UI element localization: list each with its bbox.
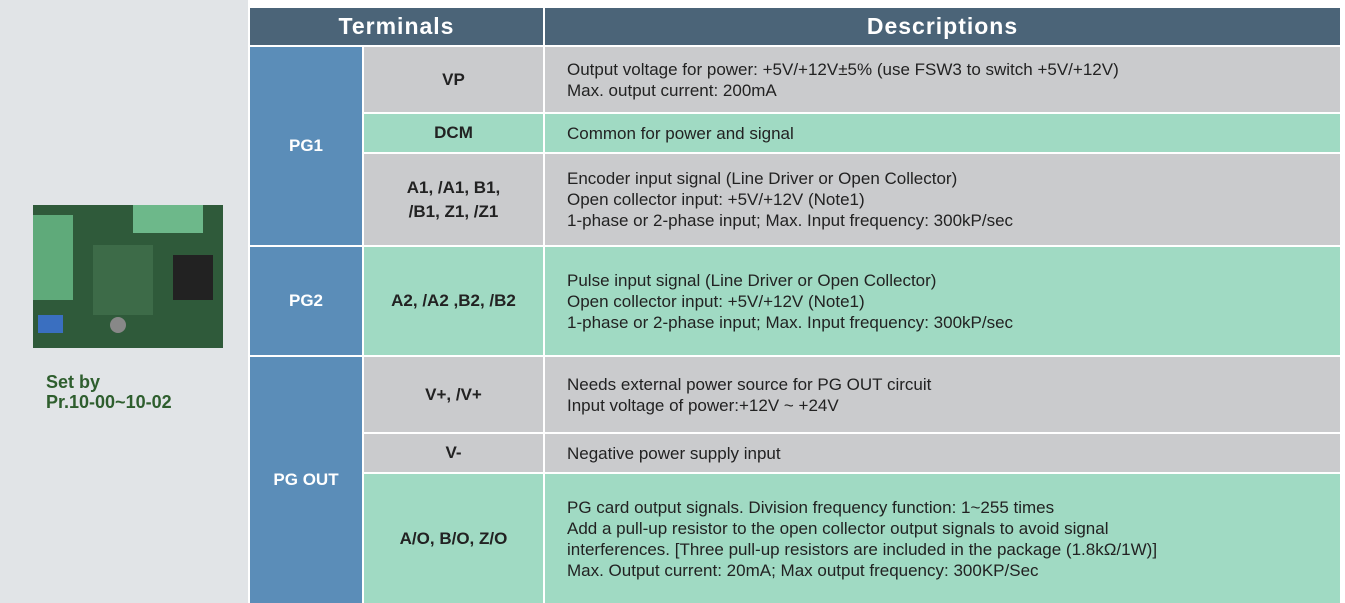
description-line: Max. output current: 200mA — [567, 80, 777, 100]
caption-line: Set by — [46, 372, 101, 392]
terminal-line: V- — [445, 443, 462, 462]
terminal-line: /B1, Z1, /Z1 — [408, 201, 499, 221]
description-cell: Negative power supply input — [545, 434, 1340, 472]
terminal-cell: A1, /A1, B1, /B1, Z1, /Z1 — [364, 154, 543, 245]
description-line: Max. Output current: 20mA; Max output fr… — [567, 560, 1039, 580]
description-cell: Encoder input signal (Line Driver or Ope… — [545, 154, 1340, 245]
description-line: Common for power and signal — [567, 123, 794, 143]
description-line: Open collector input: +5V/+12V (Note1) — [567, 291, 865, 311]
description-cell: Common for power and signal — [545, 114, 1340, 152]
description-line: interferences. [Three pull-up resistors … — [567, 539, 1158, 559]
caption-line: Pr.10-00~10-02 — [46, 392, 172, 412]
terminal-cell: V+, /V+ — [364, 357, 543, 432]
description-line: PG card output signals. Division frequen… — [567, 497, 1055, 517]
terminal-line: A/O, B/O, Z/O — [399, 528, 508, 548]
description-line: Pulse input signal (Line Driver or Open … — [567, 270, 937, 290]
description-line: Add a pull-up resistor to the open colle… — [567, 518, 1109, 538]
terminal-cell: V- — [364, 434, 543, 472]
description-line: Open collector input: +5V/+12V (Note1) — [567, 190, 865, 209]
description-cell: Needs external power source for PG OUT c… — [545, 357, 1340, 432]
terminal-line: V+, /V+ — [425, 384, 482, 404]
terminal-line: DCM — [434, 123, 473, 142]
terminal-cell: A/O, B/O, Z/O — [364, 474, 543, 603]
description-line: 1-phase or 2-phase input; Max. Input fre… — [567, 312, 1014, 332]
header-cell: Terminals — [250, 8, 543, 45]
terminal-cell: DCM — [364, 114, 543, 152]
header-cell: Descriptions — [545, 8, 1340, 45]
description-line: Needs external power source for PG OUT c… — [567, 374, 932, 394]
description-cell: Pulse input signal (Line Driver or Open … — [545, 247, 1340, 355]
terminal-cell: A2, /A2 ,B2, /B2 — [364, 247, 543, 355]
group-cell: PG1 — [250, 47, 362, 245]
description-line: Negative power supply input — [567, 443, 781, 463]
description-line: Encoder input signal (Line Driver or Ope… — [567, 169, 958, 188]
terminal-line: VP — [442, 69, 465, 89]
group-cell: PG2 — [250, 247, 362, 355]
terminal-line: A1, /A1, B1, — [406, 177, 501, 197]
description-line: Output voltage for power: +5V/+12V±5% (u… — [567, 59, 1119, 79]
description-line: 1-phase or 2-phase input; Max. Input fre… — [567, 211, 1014, 230]
description-line: Input voltage of power:+12V ~ +24V — [567, 395, 839, 415]
terminal-line: A2, /A2 ,B2, /B2 — [391, 291, 516, 310]
terminal-cell: VP — [364, 47, 543, 112]
description-cell: PG card output signals. Division frequen… — [545, 474, 1340, 603]
group-cell: PG OUT — [250, 357, 362, 603]
pcb-photo — [33, 205, 223, 348]
caption: Set by Pr.10-00~10-02 — [46, 372, 172, 412]
description-cell: Output voltage for power: +5V/+12V±5% (u… — [545, 47, 1340, 112]
